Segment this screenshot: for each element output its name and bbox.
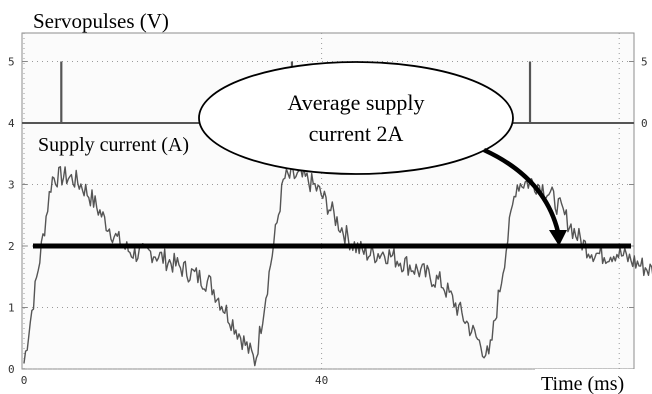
callout-arrow-shaft: [483, 147, 561, 233]
y-tick-label: 2: [8, 240, 15, 253]
callout-text-line1: Average supply: [287, 90, 424, 115]
x-tick-label: 0: [21, 374, 28, 387]
right-tick-label: 5: [641, 56, 648, 69]
callout-arrow-head: [549, 230, 567, 246]
y-tick-label: 0: [8, 363, 15, 376]
y-tick-label: 5: [8, 56, 15, 69]
callout-ellipse: [198, 61, 514, 175]
average-current-callout: Average supply current 2A: [198, 61, 567, 246]
y-tick-label: 3: [8, 179, 15, 192]
x-tick-label: 40: [315, 374, 328, 387]
pulses-axis-label: Servopulses (V): [33, 9, 169, 33]
current-series-label: Supply current (A): [38, 134, 189, 156]
callout-text-line2: current 2A: [309, 121, 404, 146]
servo-pulse: [60, 61, 63, 123]
supply-current-trace: [23, 166, 652, 367]
xlabel-background: [535, 369, 652, 394]
servo-pulse: [528, 61, 532, 123]
y-tick-label: 1: [8, 302, 15, 315]
x-axis-label: Time (ms): [541, 373, 624, 394]
supply-current-series: [23, 166, 652, 367]
y-tick-label: 4: [8, 117, 15, 130]
right-tick-label: 0: [641, 117, 648, 130]
